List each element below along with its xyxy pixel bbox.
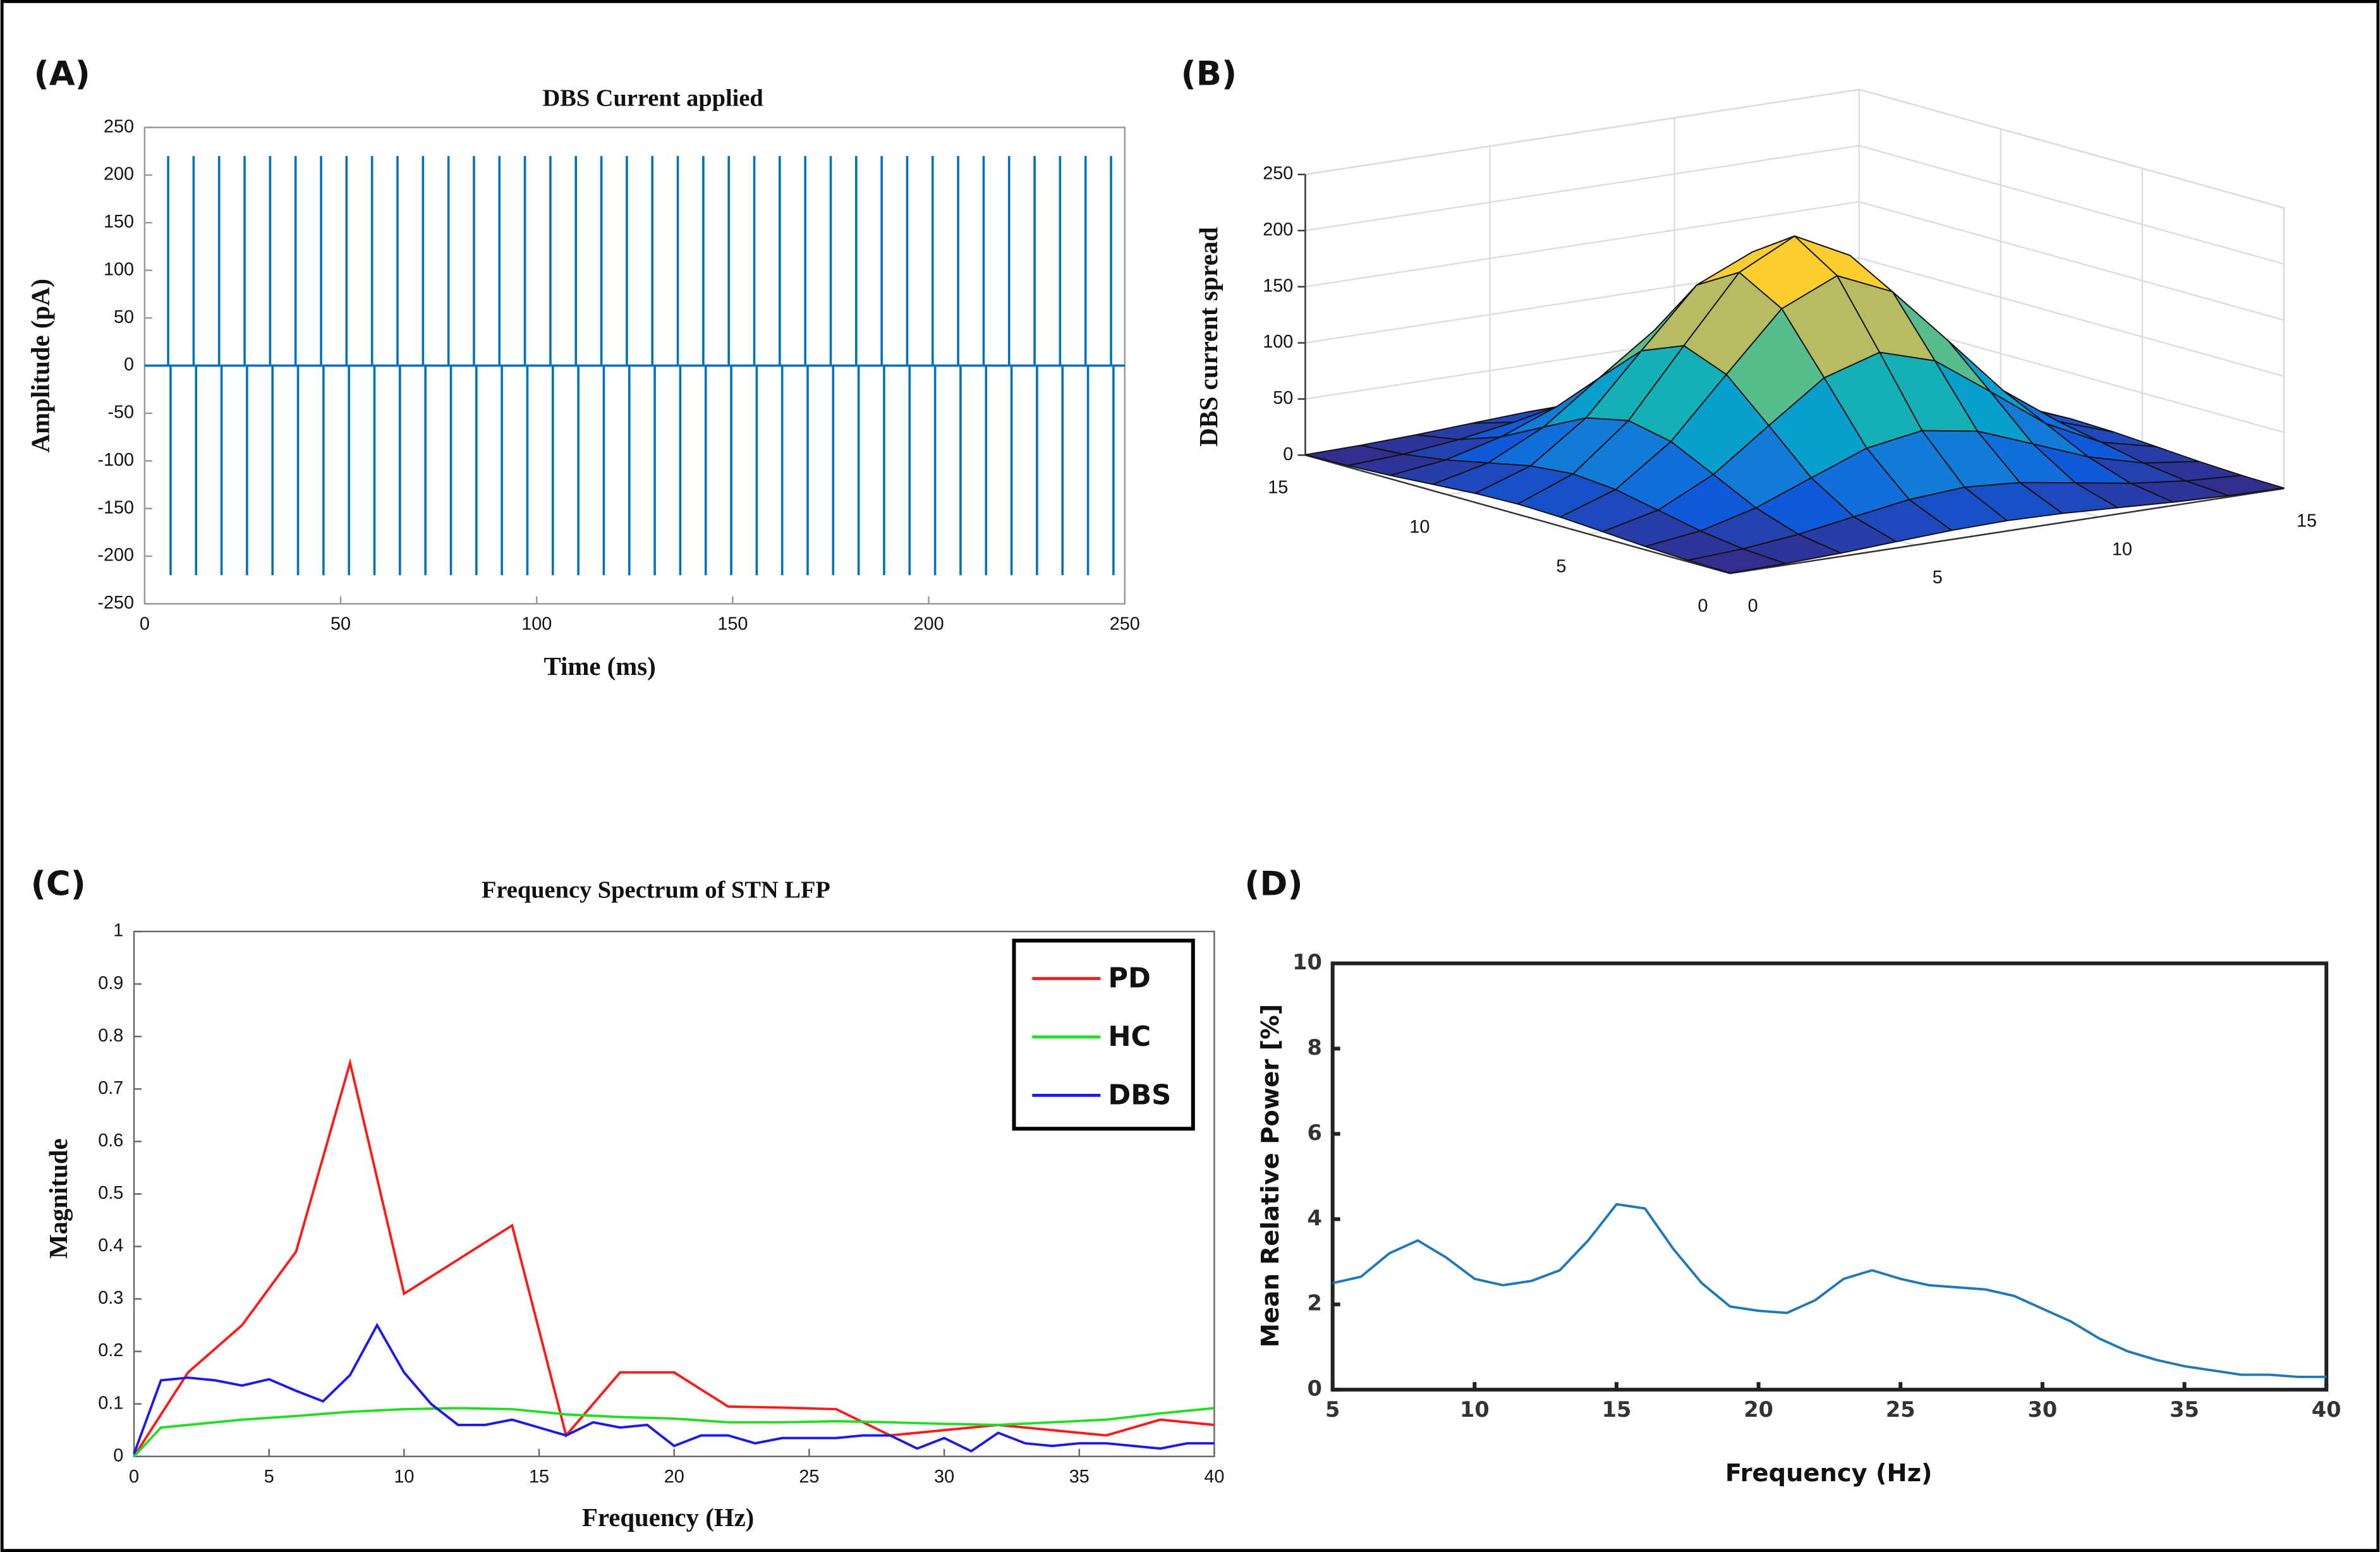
grid-line bbox=[1859, 257, 2285, 377]
x-tick-label: 50 bbox=[331, 614, 351, 634]
z-tick-label: 50 bbox=[1273, 388, 1293, 408]
y-axis bbox=[1305, 454, 1731, 574]
x-tick-label: 5 bbox=[264, 1467, 274, 1487]
grid-line bbox=[1859, 88, 2285, 209]
z-tick-label: 150 bbox=[1263, 276, 1293, 296]
grid-line bbox=[1305, 201, 1859, 288]
y-tick-label: 6 bbox=[1307, 1120, 1321, 1145]
grid-line bbox=[1859, 145, 2285, 265]
plot-area bbox=[1330, 961, 2329, 1392]
x-tick-label: 20 bbox=[664, 1467, 684, 1487]
y-tick-label: -250 bbox=[97, 593, 134, 613]
y-tick-label: 100 bbox=[104, 259, 134, 279]
x-tick-label: 250 bbox=[1110, 614, 1140, 634]
x-tick-label: 30 bbox=[2028, 1397, 2058, 1422]
surface-patch bbox=[1687, 548, 1787, 574]
x-tick-label: 200 bbox=[914, 614, 944, 634]
grid-line bbox=[1305, 145, 1859, 232]
z-tick-label: 200 bbox=[1263, 220, 1293, 240]
legend-label: PD bbox=[1108, 962, 1151, 994]
x-tick-label: 35 bbox=[1069, 1467, 1090, 1487]
line bbox=[1332, 1203, 2327, 1378]
line bbox=[133, 1323, 1215, 1455]
x-tick-label: 15 bbox=[529, 1467, 549, 1487]
y-tick-label: 0.6 bbox=[98, 1131, 123, 1151]
z-axis-label: DBS current spread bbox=[1194, 227, 1223, 447]
z-tick-label: 250 bbox=[1263, 164, 1293, 184]
y-tick-label: 8 bbox=[1307, 1035, 1321, 1060]
y-tick-label: 0.8 bbox=[98, 1026, 123, 1046]
y-tick-label: -100 bbox=[97, 450, 134, 470]
y-tick-label: 0.1 bbox=[98, 1393, 123, 1413]
y-tick-label: 150 bbox=[104, 212, 134, 232]
y-tick-label: 0.3 bbox=[98, 1288, 123, 1308]
y-tick-label: 0.9 bbox=[98, 973, 123, 993]
x-tick-label: 40 bbox=[1204, 1467, 1224, 1487]
y-tick-label: 2 bbox=[1307, 1291, 1321, 1316]
x-tick-label: 5 bbox=[1325, 1397, 1340, 1422]
x-tick-label: 5 bbox=[1933, 567, 1943, 588]
y-tick-label: 5 bbox=[1556, 557, 1566, 577]
panel-label: (B) bbox=[1181, 55, 1237, 94]
x-tick-label: 0 bbox=[140, 614, 150, 634]
x-axis bbox=[1730, 487, 2285, 574]
y-tick-label: 0 bbox=[1307, 1376, 1321, 1401]
x-tick-label: 0 bbox=[1748, 596, 1758, 616]
x-tick-label: 15 bbox=[2297, 511, 2317, 531]
panel-label: (A) bbox=[34, 55, 90, 94]
y-tick-label: -200 bbox=[97, 545, 134, 566]
x-tick-label: 25 bbox=[1886, 1397, 1916, 1422]
x-tick-label: 10 bbox=[2112, 539, 2132, 559]
panel-label: (C) bbox=[31, 865, 86, 904]
y-tick-label: 0.2 bbox=[98, 1340, 123, 1361]
y-tick-label: 250 bbox=[104, 116, 134, 136]
legend-box bbox=[1012, 938, 1195, 1131]
y-axis-label: Mean Relative Power [%] bbox=[1256, 1004, 1285, 1348]
chart-title: DBS Current applied bbox=[542, 85, 763, 111]
y-tick-label: 0.4 bbox=[98, 1235, 123, 1256]
z-tick-label: 100 bbox=[1263, 332, 1293, 352]
x-axis-label: Frequency (Hz) bbox=[1725, 1459, 1933, 1488]
z-tick-label: 0 bbox=[1283, 444, 1293, 464]
line bbox=[133, 1407, 1215, 1458]
x-tick-label: 35 bbox=[2170, 1397, 2199, 1422]
y-tick-label: 0.5 bbox=[98, 1183, 123, 1203]
x-tick-label: 0 bbox=[129, 1467, 139, 1487]
y-tick-label: 0 bbox=[1697, 596, 1708, 616]
y-tick-label: 1 bbox=[113, 921, 123, 941]
x-tick-label: 25 bbox=[799, 1467, 819, 1487]
x-axis-label: Time (ms) bbox=[544, 652, 656, 681]
y-tick-label: 0.7 bbox=[98, 1078, 123, 1098]
line bbox=[133, 1058, 1215, 1457]
x-tick-label: 10 bbox=[1460, 1397, 1490, 1422]
y-tick-label: -150 bbox=[97, 497, 134, 518]
y-axis-label: Amplitude (pA) bbox=[26, 279, 54, 452]
y-tick-label: 200 bbox=[104, 164, 134, 185]
x-tick-label: 10 bbox=[394, 1467, 414, 1487]
x-tick-label: 40 bbox=[2312, 1397, 2341, 1422]
y-tick-label: 4 bbox=[1307, 1206, 1321, 1230]
legend-label: HC bbox=[1108, 1021, 1151, 1053]
x-tick-label: 150 bbox=[717, 614, 748, 634]
x-tick-label: 15 bbox=[1602, 1397, 1632, 1422]
y-tick-label: -50 bbox=[107, 403, 134, 423]
y-axis-label: Magnitude bbox=[44, 1138, 73, 1258]
x-axis-label: Frequency (Hz) bbox=[582, 1503, 754, 1532]
y-tick-label: 50 bbox=[114, 307, 134, 327]
chart-title: Frequency Spectrum of STN LFP bbox=[482, 876, 830, 903]
x-tick-label: 20 bbox=[1744, 1397, 1773, 1422]
x-tick-label: 100 bbox=[521, 614, 552, 634]
y-tick-label: 15 bbox=[1268, 478, 1288, 498]
grid-line bbox=[1305, 88, 1859, 176]
y-tick-label: 0 bbox=[113, 1445, 123, 1465]
grid-line bbox=[1859, 201, 2285, 321]
x-tick-label: 30 bbox=[934, 1467, 954, 1487]
legend-label: DBS bbox=[1108, 1079, 1171, 1111]
y-tick-label: 10 bbox=[1409, 517, 1430, 537]
panel-label: (D) bbox=[1244, 865, 1302, 904]
y-tick-label: 10 bbox=[1292, 950, 1322, 974]
y-tick-label: 0 bbox=[124, 355, 134, 375]
